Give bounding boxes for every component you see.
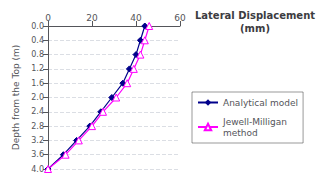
svg-text:0.0: 0.0 xyxy=(31,22,44,31)
svg-text:0.8: 0.8 xyxy=(31,50,44,59)
svg-text:1.2: 1.2 xyxy=(31,64,44,73)
svg-text:2.8: 2.8 xyxy=(31,122,44,131)
svg-text:0: 0 xyxy=(45,13,51,23)
svg-text:2.0: 2.0 xyxy=(31,93,44,102)
svg-text:(mm): (mm) xyxy=(240,23,270,34)
svg-text:1.6: 1.6 xyxy=(31,79,44,88)
svg-text:3.6: 3.6 xyxy=(31,150,44,159)
svg-text:Depth from the Top (m): Depth from the Top (m) xyxy=(11,45,21,151)
svg-text:0.4: 0.4 xyxy=(31,36,44,45)
svg-text:60: 60 xyxy=(174,13,186,23)
svg-text:4.0: 4.0 xyxy=(31,165,44,174)
svg-text:20: 20 xyxy=(86,13,98,23)
svg-text:Jewell-Milligan: Jewell-Milligan xyxy=(222,117,287,127)
svg-text:Lateral Displacement: Lateral Displacement xyxy=(195,10,315,21)
svg-text:method: method xyxy=(223,128,258,138)
svg-text:2.4: 2.4 xyxy=(31,107,44,116)
svg-text:Analytical model: Analytical model xyxy=(223,98,298,108)
svg-text:40: 40 xyxy=(130,13,142,23)
svg-text:3.2: 3.2 xyxy=(31,136,44,145)
